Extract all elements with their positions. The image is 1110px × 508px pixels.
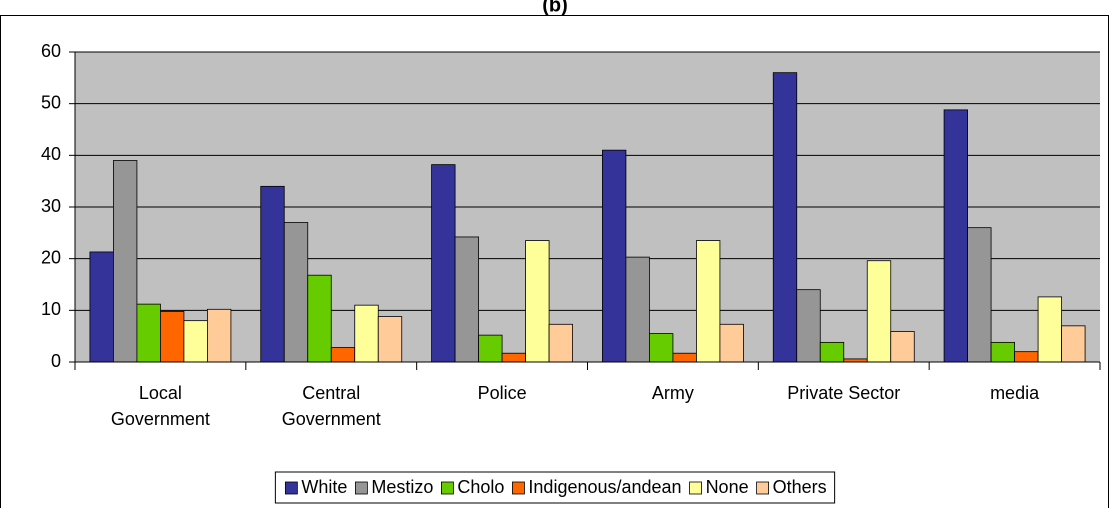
bar: [990, 341, 1015, 363]
bar: [866, 260, 892, 363]
bar: [719, 323, 744, 363]
bar: [431, 164, 456, 363]
x-tick-label: Army: [651, 383, 694, 403]
bar: [454, 236, 479, 363]
legend-label: Others: [773, 477, 827, 497]
bar: [672, 352, 697, 363]
x-tick-label: Local Government: [110, 383, 210, 429]
bar: [307, 274, 332, 363]
x-tick-label: Police: [477, 383, 527, 403]
x-tick-label: Private Sector: [787, 383, 901, 403]
y-tick-label: 0: [51, 351, 61, 371]
bar: [330, 347, 356, 363]
bar: [136, 303, 161, 363]
legend-box: [274, 471, 836, 504]
y-tick-label: 20: [41, 247, 61, 267]
bar: [1014, 351, 1039, 363]
y-tick-label: 60: [41, 41, 61, 61]
legend-swatch: [689, 481, 702, 495]
y-tick-label: 10: [41, 299, 61, 319]
bar: [207, 308, 232, 363]
bar: [819, 341, 845, 363]
legend-swatch: [354, 481, 368, 495]
bar: [183, 320, 208, 363]
bar: [525, 240, 550, 363]
legend-label: Mestizo: [371, 477, 433, 497]
legend-label: Cholo: [457, 477, 504, 497]
bar: [649, 333, 674, 363]
chart-border: [0, 15, 1109, 508]
bar: [89, 251, 114, 363]
legend-label: None: [706, 477, 749, 497]
bar: [501, 352, 526, 363]
bar: [602, 149, 627, 363]
chart-title: (b): [542, 0, 568, 16]
bar: [160, 310, 185, 363]
legend-swatch: [440, 481, 454, 495]
bar: [772, 72, 798, 363]
x-tick-label: Central Government: [281, 383, 381, 429]
legend-swatch: [512, 481, 525, 495]
bar: [1037, 296, 1062, 363]
bar: [260, 185, 285, 363]
bar: [283, 222, 309, 363]
bar: [113, 160, 138, 363]
legend-label: Indigenous/andean: [528, 477, 681, 497]
legend-swatch: [756, 481, 770, 495]
legend-swatch: [284, 481, 298, 495]
legend-label: White: [301, 477, 347, 497]
bar: [1061, 325, 1086, 363]
bar: [796, 289, 821, 363]
bar: [548, 323, 573, 363]
bar: [478, 334, 503, 363]
bar: [625, 256, 650, 363]
bar: [967, 227, 992, 363]
bar: [377, 316, 403, 363]
y-tick-label: 50: [41, 92, 61, 112]
bar: [943, 109, 968, 363]
bar: [890, 331, 915, 363]
y-tick-label: 30: [41, 196, 61, 216]
y-tick-label: 40: [41, 144, 61, 164]
bar: [696, 240, 721, 363]
bar: [354, 304, 379, 363]
x-tick-label: media: [990, 383, 1040, 403]
